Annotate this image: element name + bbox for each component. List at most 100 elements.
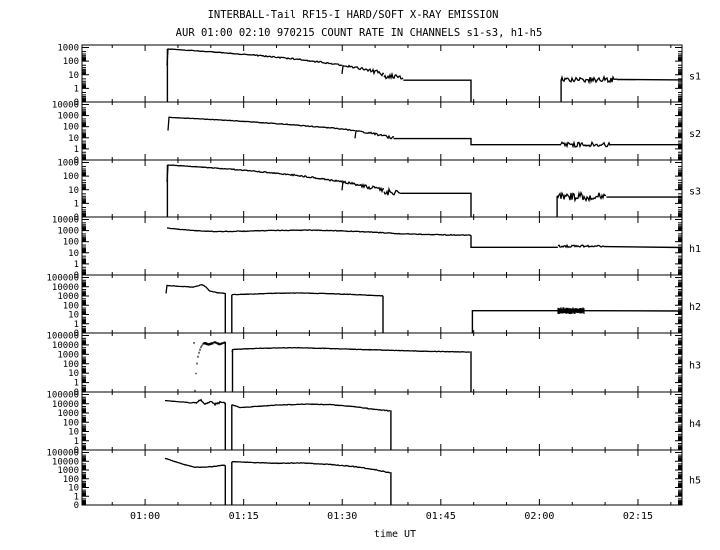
- series-s3: [341, 179, 384, 194]
- x-tick-label: 01:30: [327, 511, 357, 522]
- series-s1: [383, 71, 404, 80]
- y-tick-label: 100000: [46, 332, 79, 342]
- panel-label-s1: s1: [689, 71, 701, 82]
- series-h4: [390, 410, 392, 450]
- y-tick-label: 100000: [46, 274, 79, 284]
- y-tick-label: 10000: [52, 283, 79, 293]
- y-tick-label: 100: [63, 418, 79, 428]
- y-tick-label: 0: [74, 388, 79, 398]
- y-tick-label: 1000: [57, 292, 79, 302]
- y-tick-label: 10000: [52, 101, 79, 111]
- series-h3: [224, 342, 226, 392]
- y-tick-label: 10: [68, 311, 79, 321]
- panel-label-h2: h2: [689, 302, 701, 313]
- chart-title: INTERBALL-Tail RF15-I HARD/SOFT X-RAY EM…: [208, 9, 499, 21]
- series-h5: [164, 457, 226, 468]
- panel-label-s2: s2: [689, 129, 701, 140]
- y-tick-label: 1: [74, 492, 79, 502]
- y-tick-label: 0: [74, 271, 79, 281]
- y-tick-label: 1: [74, 199, 79, 209]
- y-tick-label: 0: [74, 329, 79, 339]
- series-h2: [471, 310, 558, 333]
- y-tick-label: 10: [68, 369, 79, 379]
- series-h1: [166, 227, 471, 236]
- series-h4: [164, 399, 197, 404]
- y-tick-label: 1000: [57, 44, 79, 54]
- series-s2: [560, 140, 613, 149]
- x-tick-label: 01:15: [229, 511, 259, 522]
- plot-area: 10001001010s11000010001001010s2100010010…: [46, 44, 701, 523]
- y-tick-label: 100: [63, 301, 79, 311]
- y-tick-label: 0: [74, 156, 79, 166]
- y-tick-label: 10: [68, 134, 79, 144]
- series-s1: [341, 64, 385, 77]
- panel-label-h1: h1: [689, 244, 701, 255]
- y-tick-label: 1000: [57, 409, 79, 419]
- panel-label-h5: h5: [689, 475, 701, 486]
- y-tick-label: 10: [68, 186, 79, 196]
- y-tick-label: 0: [74, 501, 79, 511]
- y-tick-label: 1000: [57, 159, 79, 169]
- series-s1: [560, 74, 618, 85]
- series-h4: [195, 398, 226, 407]
- series-s2: [393, 137, 562, 146]
- y-tick-label: 10000: [52, 216, 79, 226]
- y-tick-label: 1: [74, 145, 79, 155]
- y-tick-label: 100: [63, 360, 79, 370]
- y-tick-label: 100: [63, 123, 79, 133]
- series-h4: [224, 402, 226, 450]
- y-tick-label: 10000: [52, 457, 79, 467]
- y-tick-label: 10000: [52, 341, 79, 351]
- y-tick-label: 100000: [46, 391, 79, 401]
- y-tick-label: 0: [74, 98, 79, 108]
- series-s3: [166, 164, 343, 183]
- y-tick-label: 10: [68, 484, 79, 494]
- y-tick-label: 1: [74, 379, 79, 389]
- series-s1: [166, 48, 343, 67]
- series-s2: [167, 116, 356, 132]
- y-tick-label: 100: [63, 475, 79, 485]
- series-s1: [403, 79, 472, 102]
- y-tick-label: 100000: [46, 449, 79, 459]
- panel-label-h4: h4: [689, 419, 701, 430]
- series-h5: [231, 460, 391, 474]
- y-tick-label: 10000: [52, 400, 79, 410]
- x-tick-label: 02:00: [524, 511, 554, 522]
- y-tick-label: 100: [63, 238, 79, 248]
- y-tick-label: 100: [63, 57, 79, 67]
- y-tick-label: 0: [74, 213, 79, 223]
- y-tick-label: 1: [74, 84, 79, 94]
- series-h2: [557, 307, 585, 315]
- series-s3: [400, 192, 472, 217]
- y-tick-label: 1000: [57, 350, 79, 360]
- y-tick-label: 10: [68, 249, 79, 259]
- series-h2: [232, 292, 384, 297]
- series-s3: [556, 190, 607, 203]
- y-tick-label: 100: [63, 172, 79, 182]
- series-h2: [165, 284, 226, 295]
- series-s3: [383, 186, 401, 196]
- y-tick-label: 1: [74, 320, 79, 330]
- panel-label-s3: s3: [689, 186, 701, 197]
- y-tick-label: 1000: [57, 466, 79, 476]
- x-tick-label: 02:15: [623, 511, 653, 522]
- chart-subtitle: AUR 01:00 02:10 970215 COUNT RATE IN CHA…: [176, 27, 543, 39]
- panel-label-h3: h3: [689, 360, 701, 371]
- series-h3: [470, 351, 472, 392]
- series-s2: [354, 129, 395, 140]
- y-tick-label: 1000: [57, 227, 79, 237]
- series-h3: [193, 342, 205, 392]
- x-tick-label: 01:45: [426, 511, 456, 522]
- series-h1: [603, 245, 683, 249]
- series-h1: [557, 243, 605, 249]
- y-tick-label: 10: [68, 428, 79, 438]
- series-h5: [390, 472, 392, 505]
- y-tick-label: 1: [74, 437, 79, 447]
- x-axis-label: time UT: [374, 529, 416, 540]
- y-tick-label: 1000: [57, 112, 79, 122]
- y-tick-label: 10: [68, 71, 79, 81]
- series-h4: [231, 403, 391, 412]
- series-h3: [203, 341, 226, 346]
